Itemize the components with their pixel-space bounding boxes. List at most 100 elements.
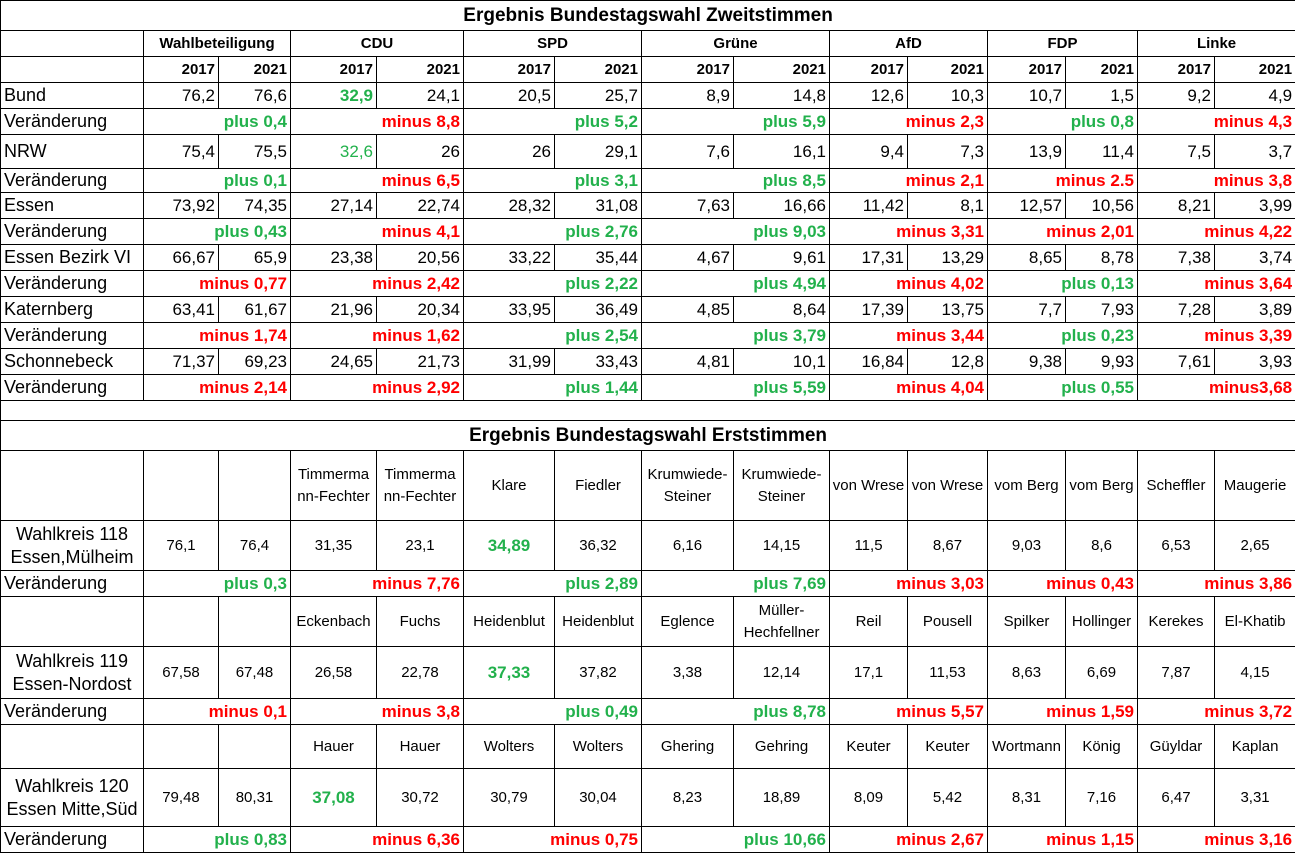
change-cell: minus 6,36 [290,826,464,853]
value-cell: 7,93 [1065,296,1138,323]
value-cell: 74,35 [218,192,291,219]
change-cell: plus 7,69 [641,570,830,597]
change-cell: minus 1,62 [290,322,464,349]
change-cell: minus 3,8 [290,698,464,725]
candidate-name: Kaplan [1213,724,1295,769]
value-cell: 75,5 [218,134,291,169]
value-cell: 22,78 [376,646,464,699]
value-cell: 4,85 [641,296,734,323]
value-cell: 28,32 [463,192,555,219]
value-cell: 9,03 [987,520,1066,571]
value-cell: 76,6 [218,82,291,109]
value-cell: 8,63 [987,646,1066,699]
value-cell: 8,31 [987,768,1066,827]
empty-cell [143,450,219,521]
value-cell: 36,32 [554,520,642,571]
value-cell: 35,44 [554,244,642,271]
candidate-name: Krumwiede-Steiner [641,450,734,521]
data-row: Essen Bezirk VI 66,67 65,9 23,38 20,56 33,22 3… [0,244,1295,271]
change-label: Veränderung [0,168,144,193]
row-label: Schonnebeck [0,348,144,375]
change-cell: minus 2,1 [829,168,988,193]
value-cell: 27,14 [290,192,377,219]
change-cell: minus 2,01 [987,218,1138,245]
change-cell: minus 3,72 [1136,698,1295,725]
row-label: Essen Bezirk VI [0,244,144,271]
change-cell: minus 3,8 [1136,168,1295,193]
title-row-zweitstimmen: Ergebnis Bundestagswahl Zweitstimmen [0,0,1295,31]
change-cell: plus 2,22 [463,270,642,297]
candidate-name: vom Berg [987,450,1066,521]
value-cell: 12,8 [907,348,988,375]
change-cell: minus 6,5 [290,168,464,193]
candidate-name: Pousell [907,596,988,647]
candidate-name: Hauer [290,724,377,769]
change-cell: plus 2,54 [463,322,642,349]
value-cell: 7,6 [641,134,734,169]
candidate-name: Scheffler [1137,450,1215,521]
empty-cell [218,450,291,521]
value-cell: 3,74 [1213,244,1295,271]
change-label: Veränderung [0,322,144,349]
data-row: Wahlkreis 119 Essen-Nordost 67,58 67,48 26,… [0,646,1295,699]
data-row: Bund 76,2 76,6 32,9 24,1 20,5 25,7 8,9 14,8 12,6 1… [0,82,1295,109]
change-cell: minus 3,03 [829,570,988,597]
candidate-name: Timmerma nn-Fechter [376,450,464,521]
party-header: Grüne [641,30,830,57]
change-cell: plus 0,4 [143,108,291,135]
change-cell: plus 9,03 [641,218,830,245]
value-cell: 31,99 [463,348,555,375]
value-cell: 33,22 [463,244,555,271]
value-cell: 37,82 [554,646,642,699]
value-cell: 34,89 [463,520,555,571]
value-cell: 8,1 [907,192,988,219]
empty-cell [0,724,144,769]
section-title: Ergebnis Bundestagswahl Erststimmen [0,420,1295,451]
value-cell: 67,58 [143,646,219,699]
year-header: 2021 [376,56,464,83]
year-header: 2017 [829,56,908,83]
change-label: Veränderung [0,270,144,297]
value-cell: 18,89 [733,768,830,827]
value-cell: 12,6 [829,82,908,109]
spacer-cell [0,400,1295,421]
value-cell: 8,65 [987,244,1066,271]
change-cell: plus 5,2 [463,108,642,135]
value-cell: 17,31 [829,244,908,271]
value-cell: 7,28 [1137,296,1215,323]
value-cell: 66,67 [143,244,219,271]
empty-cell [218,596,291,647]
change-cell: minus 2,42 [290,270,464,297]
value-cell: 10,7 [987,82,1066,109]
value-cell: 31,08 [554,192,642,219]
candidate-name: Spilker [987,596,1066,647]
value-cell: 17,1 [829,646,908,699]
value-cell: 3,38 [641,646,734,699]
value-cell: 20,5 [463,82,555,109]
change-cell: minus 8,8 [290,108,464,135]
value-cell: 32,9 [290,82,377,109]
value-cell: 13,29 [907,244,988,271]
value-cell: 4,9 [1213,82,1295,109]
change-cell: minus 7,76 [290,570,464,597]
year-header: 2021 [554,56,642,83]
change-row: Veränderung minus 0,77 minus 2,42 plus 2,22… [0,270,1295,297]
empty-cell [0,30,144,57]
party-header: CDU [290,30,464,57]
value-cell: 21,73 [376,348,464,375]
value-cell: 76,2 [143,82,219,109]
change-cell: minus 1,74 [143,322,291,349]
change-label: Veränderung [0,218,144,245]
party-header: Linke [1136,30,1295,57]
candidate-name: Heidenblut [554,596,642,647]
empty-cell [0,56,144,83]
value-cell: 4,15 [1213,646,1295,699]
value-cell: 1,5 [1065,82,1138,109]
wahlkreis-label: Wahlkreis 119 Essen-Nordost [0,646,144,699]
value-cell: 4,67 [641,244,734,271]
candidate-name: Keuter [907,724,988,769]
value-cell: 63,41 [143,296,219,323]
value-cell: 8,6 [1065,520,1138,571]
empty-cell [0,450,144,521]
value-cell: 14,8 [733,82,830,109]
